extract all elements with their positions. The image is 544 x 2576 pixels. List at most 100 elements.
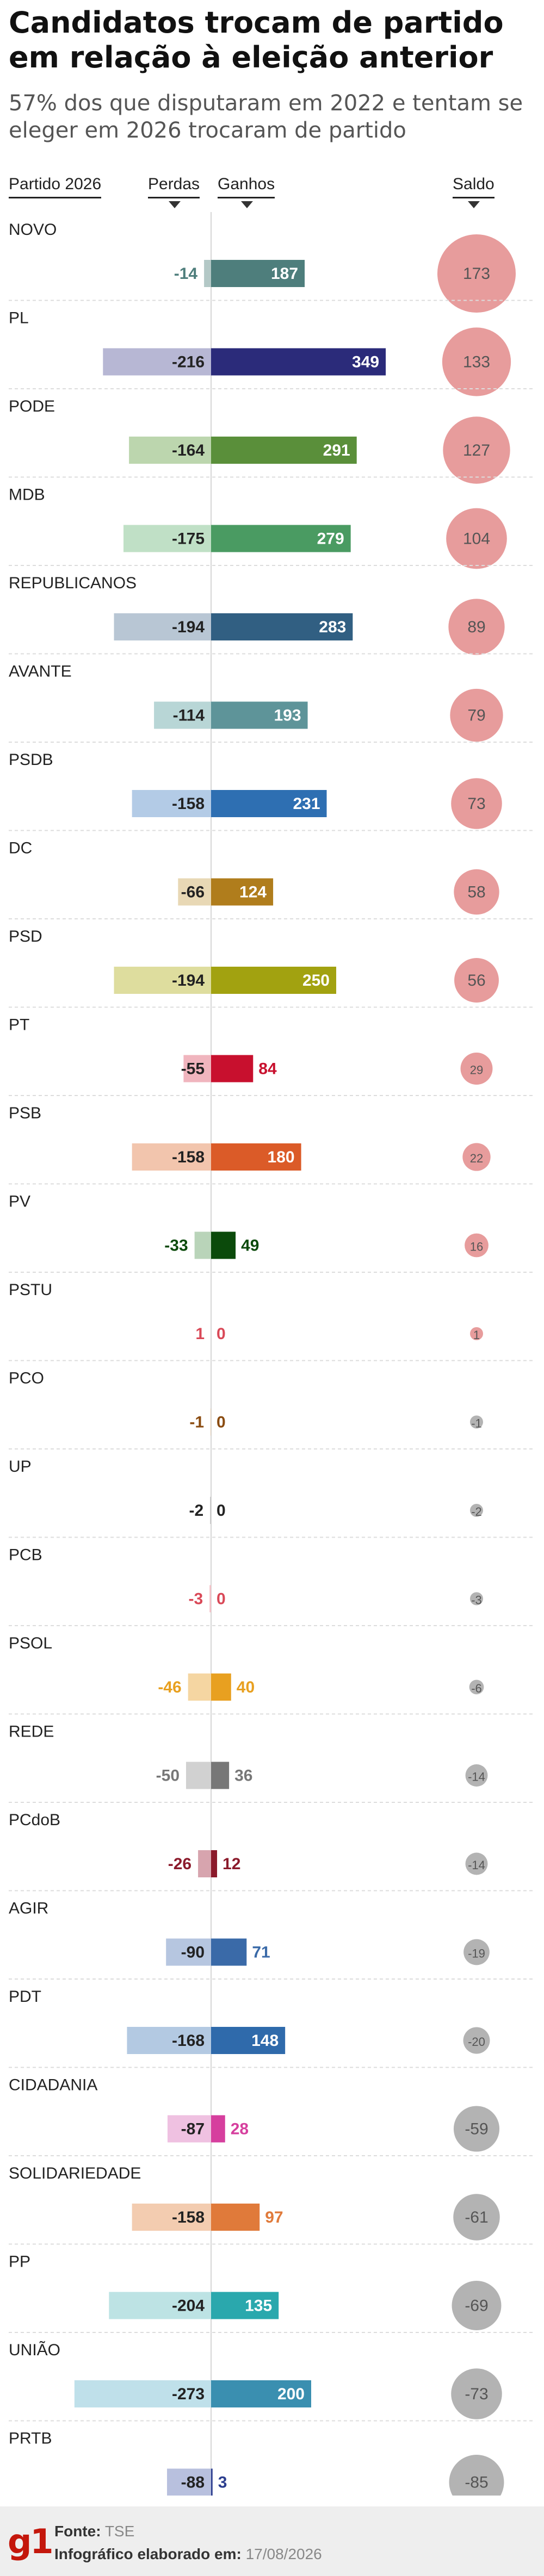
losses-bar	[167, 2468, 211, 2496]
gains-value: 349	[352, 353, 379, 371]
gains-bar	[211, 348, 386, 376]
losses-bar	[74, 2380, 211, 2407]
losses-value: -66	[181, 883, 205, 901]
party-label: SOLIDARIEDADE	[9, 2164, 141, 2182]
gains-value: 71	[252, 1944, 270, 1962]
balance-bubble	[437, 234, 516, 313]
gains-value: 148	[251, 2032, 279, 2050]
header-party-underline	[9, 197, 102, 198]
balance-bubble	[446, 508, 507, 569]
footer-source-label: Fonte:	[54, 2523, 101, 2540]
header-losses: Perdas	[148, 175, 200, 208]
losses-value: -175	[172, 530, 205, 548]
losses-value: -90	[181, 1944, 205, 1962]
gains-value: 193	[274, 707, 301, 725]
header-balance: Saldo	[453, 175, 494, 208]
header-gains: Ganhos	[218, 175, 275, 208]
party-label: PSD	[9, 928, 42, 945]
gains-bar	[211, 260, 305, 287]
losses-value: -33	[164, 1237, 188, 1255]
party-label: AVANTE	[9, 663, 72, 681]
losses-bar	[198, 1850, 211, 1877]
party-label: REPUBLICANOS	[9, 574, 137, 592]
balance-bubble	[454, 958, 499, 1003]
losses-value: -50	[156, 1767, 180, 1785]
balance-value: -73	[465, 2385, 488, 2403]
losses-bar	[188, 1673, 211, 1701]
losses-bar	[186, 1762, 211, 1789]
balance-value: 1	[473, 1328, 480, 1342]
losses-value: -164	[172, 441, 205, 459]
g1-logo: g1	[8, 2522, 54, 2561]
balance-value: -69	[465, 2297, 488, 2315]
footer-made-label: Infográfico elaborado em:	[54, 2546, 242, 2562]
gains-bar	[211, 1673, 231, 1701]
balance-value: 127	[463, 441, 490, 459]
gains-bar	[211, 701, 308, 729]
party-label: REDE	[9, 1723, 54, 1741]
header-losses-underline	[148, 197, 200, 198]
gains-value: 180	[268, 1148, 295, 1166]
party-label: MDB	[9, 486, 45, 504]
chart-title: Candidatos trocam de partido em relação …	[9, 5, 504, 74]
gains-value: 200	[277, 2385, 305, 2403]
gains-value: 49	[241, 1237, 259, 1255]
gains-value: 0	[217, 1590, 226, 1608]
losses-value: -1	[189, 1414, 204, 1432]
balance-value: -1	[471, 1417, 482, 1430]
gains-value: 0	[217, 1325, 226, 1343]
footer-made: Infográfico elaborado em: 17/08/2026	[54, 2546, 322, 2563]
balance-value: 79	[467, 707, 485, 725]
gains-value: 84	[258, 1060, 277, 1078]
losses-value: -88	[181, 2474, 205, 2492]
balance-bubble	[450, 688, 503, 742]
balance-bubble	[443, 416, 510, 484]
party-label: PL	[9, 309, 29, 327]
balance-value: -61	[465, 2208, 488, 2226]
party-label: PRTB	[9, 2430, 52, 2448]
gains-value: 36	[234, 1767, 252, 1785]
party-label: DC	[9, 839, 32, 857]
losses-value: 1	[195, 1325, 205, 1343]
losses-value: -194	[172, 972, 205, 990]
balance-value: -3	[471, 1594, 482, 1607]
balance-value: -20	[468, 2035, 485, 2049]
balance-value: 104	[463, 530, 490, 548]
party-label: PV	[9, 1193, 30, 1211]
losses-bar	[103, 348, 211, 376]
gains-value: 279	[317, 530, 344, 548]
gains-value: 0	[217, 1502, 226, 1520]
balance-bubble	[462, 1143, 491, 1171]
losses-value: -14	[174, 265, 198, 283]
header-gains-label: Ganhos	[218, 175, 275, 193]
losses-bar	[167, 2115, 211, 2143]
balance-value: 58	[467, 883, 485, 901]
gains-bar	[211, 2027, 286, 2054]
losses-value: -194	[172, 618, 205, 636]
balance-value: 73	[467, 795, 485, 813]
footer-source-value: TSE	[104, 2523, 135, 2540]
losses-value: -204	[172, 2297, 205, 2315]
balance-value: -6	[471, 1682, 482, 1695]
gains-value: 3	[218, 2474, 227, 2492]
losses-bar	[114, 967, 211, 994]
balance-bubble	[465, 1764, 488, 1787]
losses-value: -216	[172, 353, 205, 371]
party-label: PP	[9, 2253, 30, 2271]
gains-bar	[211, 2115, 225, 2143]
chevron-down-icon	[468, 201, 480, 208]
gains-value: 124	[239, 883, 267, 901]
balance-bubble	[451, 778, 502, 829]
balance-value: 22	[470, 1152, 483, 1165]
gains-bar	[211, 1762, 230, 1789]
header-balance-label: Saldo	[453, 175, 494, 193]
header-losses-label: Perdas	[148, 175, 200, 193]
footer: g1 Fonte: TSE Infográfico elaborado em: …	[0, 2506, 544, 2576]
balance-bubble	[470, 1415, 483, 1429]
balance-value: -14	[468, 1770, 485, 1784]
gains-bar	[211, 2380, 311, 2407]
losses-bar	[154, 701, 211, 729]
losses-bar	[123, 525, 211, 552]
balance-value: -14	[468, 1858, 485, 1872]
